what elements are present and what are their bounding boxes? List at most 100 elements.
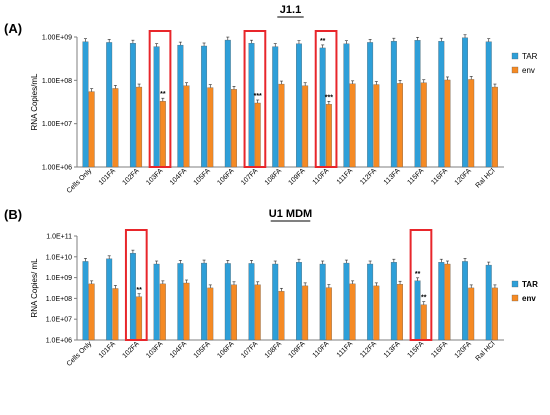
x-tick-label: 104FA — [169, 167, 188, 186]
y-tick-label: 1.0E+09 — [46, 275, 72, 282]
bar-env — [302, 285, 309, 341]
bar-env — [231, 89, 237, 168]
bar-tar — [82, 41, 89, 168]
bar-tar — [272, 46, 279, 168]
bar-tar — [462, 37, 468, 168]
bar-env — [491, 86, 498, 168]
highlight-box — [409, 229, 433, 341]
significance-mark: *** — [325, 94, 333, 101]
bar-tar — [153, 46, 160, 168]
legend-label-tar: TAR — [522, 280, 538, 289]
y-tick-label: 1.00E+07 — [42, 121, 72, 128]
bar-env — [112, 88, 119, 168]
bar-tar — [224, 263, 231, 341]
bar-env — [207, 287, 214, 341]
legend-swatch-tar — [511, 280, 519, 288]
bar-env — [159, 283, 166, 341]
bar-tar — [343, 262, 350, 341]
bar-env — [325, 104, 332, 168]
x-tick-label: 105FA — [193, 340, 212, 359]
bar-tar — [414, 280, 421, 341]
significance-mark: ** — [421, 295, 427, 302]
bar-env — [88, 283, 95, 341]
bar-env — [420, 82, 427, 168]
legend-label-env: env — [522, 66, 535, 75]
x-tick-label: 113FA — [383, 167, 402, 186]
bar-tar — [390, 262, 397, 341]
chart-panel-a: (A) J1.1 RNA Copies/mL 1.00E+06 1.00E+07 1.00… — [4, 4, 538, 195]
bar-env — [397, 83, 403, 168]
bar-tar — [485, 264, 492, 341]
y-tick-label: 1.00E+06 — [42, 165, 72, 172]
highlight-box — [124, 229, 148, 341]
bar-env — [254, 284, 261, 341]
highlight-box — [243, 30, 267, 168]
x-tick-label: 109FA — [288, 167, 307, 186]
bar-tar — [201, 262, 208, 341]
chart-panel-b: (B) U1 MDM RNA Copies/ mL 1.0E+06 1.0E+07 1.0… — [4, 207, 538, 368]
x-tick-label: 110FA — [312, 167, 331, 186]
bar-env — [444, 263, 451, 341]
bar-tar — [462, 261, 468, 341]
bar-env — [349, 83, 356, 168]
bar-env — [207, 87, 214, 168]
y-tick-label: 1.0E+08 — [46, 296, 72, 303]
x-tick-label: 102FA — [121, 340, 140, 359]
bar-tar — [438, 41, 445, 168]
bar-tar — [248, 263, 255, 341]
y-tick-label: 1.00E+09 — [42, 35, 72, 42]
y-tick-label: 1.0E+06 — [46, 338, 72, 345]
x-tick-label: Ral HCl — [475, 340, 497, 362]
bar-tar — [319, 263, 326, 341]
bar-env — [136, 296, 143, 341]
x-tick-label: 120FA — [454, 167, 473, 186]
bar-env — [420, 304, 427, 341]
y-tick-label: 1.00E+08 — [42, 78, 72, 85]
bar-tar — [343, 43, 350, 168]
highlight-box — [148, 30, 172, 168]
x-tick-label: 109FA — [288, 340, 307, 359]
bar-tar — [367, 42, 374, 168]
significance-mark: ** — [320, 38, 326, 45]
x-tick-label: 108FA — [264, 340, 283, 359]
chart-title: J1.1 — [280, 4, 301, 16]
x-tick-label: 105FA — [193, 167, 212, 186]
legend-swatch-env — [511, 66, 519, 74]
bar-tar — [129, 43, 136, 168]
bar-tar — [272, 263, 279, 341]
bar-env — [254, 102, 261, 168]
significance-mark: ** — [415, 271, 421, 278]
y-axis-label: RNA Copies/ mL — [30, 258, 39, 318]
y-tick-label: 1.0E+11 — [46, 234, 72, 241]
highlight-box — [314, 30, 338, 168]
bar-env — [491, 287, 498, 341]
x-tick-label: 112FA — [359, 340, 378, 359]
bar-env — [159, 101, 166, 168]
bar-tar — [485, 41, 492, 168]
x-tick-label: Ral HCl — [475, 167, 497, 189]
bar-env — [349, 283, 356, 341]
x-tick-label: 107FA — [240, 340, 259, 359]
x-tick-label: 104FA — [169, 340, 188, 359]
legend-swatch-env — [511, 294, 519, 302]
x-tick-label: 106FA — [216, 167, 235, 186]
significance-mark: ** — [160, 91, 166, 98]
bar-tar — [224, 39, 231, 168]
legend-swatch-tar — [511, 52, 519, 60]
bar-tar — [106, 42, 113, 168]
x-tick-label: 108FA — [264, 167, 283, 186]
bar-env — [278, 83, 285, 168]
bar-tar — [414, 40, 421, 168]
panel-label: (A) — [4, 21, 22, 36]
x-tick-label: 113FA — [383, 340, 402, 359]
x-tick-label: 116FA — [430, 340, 449, 359]
bar-tar — [129, 252, 136, 341]
x-tick-label: 111FA — [336, 167, 355, 186]
x-tick-label: 101FA — [98, 167, 117, 186]
x-tick-label: 103FA — [145, 167, 164, 186]
x-tick-label: 107FA — [240, 167, 259, 186]
x-tick-label: 120FA — [454, 340, 473, 359]
x-tick-label: 110FA — [312, 340, 331, 359]
